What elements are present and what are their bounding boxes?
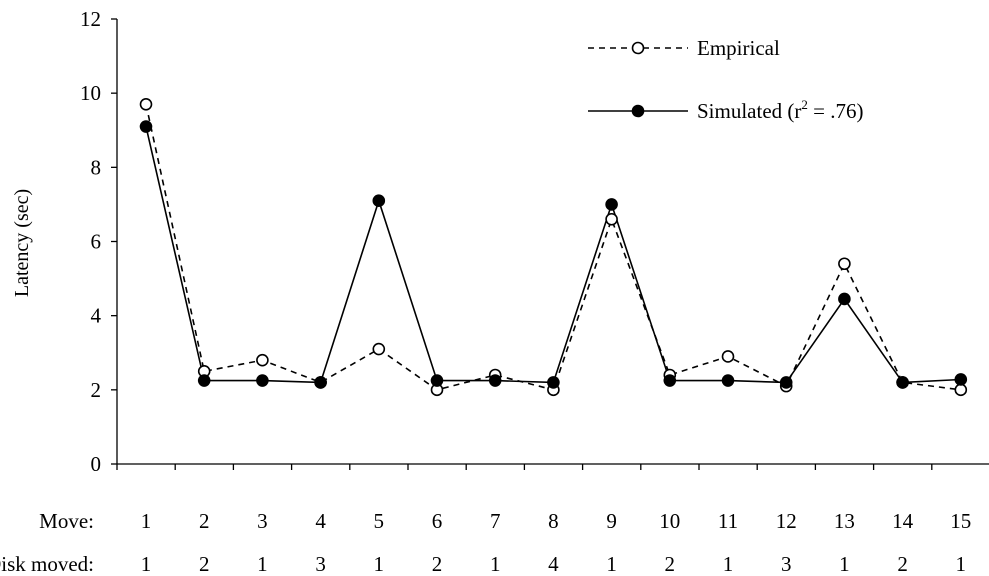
data-point-empirical xyxy=(372,342,386,356)
move-number: 1 xyxy=(141,509,152,533)
disk-number: 2 xyxy=(199,552,210,576)
data-point-empirical xyxy=(256,353,269,367)
series-line-empirical xyxy=(145,104,961,391)
y-tick-label: 8 xyxy=(91,155,102,179)
disk-number: 1 xyxy=(490,552,501,576)
series-line-simulated xyxy=(145,126,961,384)
data-point-simulated xyxy=(779,376,793,389)
data-point-empirical xyxy=(954,383,968,397)
data-point-simulated xyxy=(256,374,269,387)
legend-empirical-label: Empirical xyxy=(697,36,780,60)
move-number: 9 xyxy=(606,509,617,533)
disk-number: 2 xyxy=(432,552,443,576)
data-point-simulated xyxy=(430,374,444,387)
disk-number: 3 xyxy=(781,552,792,576)
data-point-simulated xyxy=(488,374,502,387)
x-label-rows: Move:123456789101112131415Disk moved:121… xyxy=(0,509,971,576)
move-number: 10 xyxy=(659,509,680,533)
legend-simulated-suffix: = .76) xyxy=(808,99,864,123)
data-point-simulated xyxy=(663,374,677,387)
row-label-move: Move: xyxy=(39,509,94,533)
data-point-simulated xyxy=(314,376,327,389)
data-point-empirical xyxy=(838,257,851,271)
disk-number: 2 xyxy=(665,552,676,576)
legend: Empirical Simulated (r2 = .76) xyxy=(588,36,864,123)
move-number: 3 xyxy=(257,509,268,533)
move-number: 4 xyxy=(315,509,326,533)
data-point-simulated xyxy=(896,376,909,389)
legend-simulated-marker xyxy=(631,104,645,118)
legend-simulated-superscript: 2 xyxy=(801,97,808,112)
move-number: 14 xyxy=(892,509,914,533)
data-point-simulated xyxy=(139,120,153,133)
data-point-simulated xyxy=(605,198,618,211)
data-point-simulated xyxy=(372,194,386,208)
y-tick-label: 0 xyxy=(91,452,102,476)
disk-number: 1 xyxy=(839,552,850,576)
move-number: 8 xyxy=(548,509,559,533)
data-point-empirical xyxy=(139,97,153,111)
disk-number: 1 xyxy=(141,552,152,576)
data-point-empirical xyxy=(605,212,618,226)
data-point-simulated xyxy=(954,373,968,386)
move-number: 6 xyxy=(432,509,443,533)
y-tick-label: 4 xyxy=(91,304,102,328)
disk-number: 3 xyxy=(315,552,326,576)
disk-number: 2 xyxy=(897,552,908,576)
y-axis-title: Latency (sec) xyxy=(11,189,33,297)
disk-number: 1 xyxy=(257,552,268,576)
disk-number: 1 xyxy=(956,552,967,576)
disk-number: 1 xyxy=(723,552,734,576)
chart-axes: 0 2 4 6 8 10 12 xyxy=(80,7,989,476)
move-number: 7 xyxy=(490,509,501,533)
move-number: 5 xyxy=(374,509,385,533)
move-number: 11 xyxy=(718,509,738,533)
data-point-simulated xyxy=(197,374,211,387)
legend-empirical-marker xyxy=(631,41,645,55)
disk-number: 4 xyxy=(548,552,559,576)
move-number: 12 xyxy=(776,509,797,533)
data-point-simulated xyxy=(721,374,735,387)
move-number: 2 xyxy=(199,509,210,533)
row-label-disk: Disk moved: xyxy=(0,552,94,576)
move-number: 13 xyxy=(834,509,855,533)
disk-number: 1 xyxy=(374,552,385,576)
data-point-simulated xyxy=(547,376,560,389)
y-tick-label: 10 xyxy=(80,81,101,105)
y-tick-label: 6 xyxy=(91,230,102,254)
move-number: 15 xyxy=(950,509,971,533)
series-layer xyxy=(139,97,968,397)
disk-number: 1 xyxy=(606,552,617,576)
data-point-empirical xyxy=(721,350,735,363)
data-point-simulated xyxy=(838,292,851,306)
y-tick-label: 2 xyxy=(91,378,102,402)
y-tick-label: 12 xyxy=(80,7,101,31)
legend-simulated-label: Simulated (r2 = .76) xyxy=(697,97,864,123)
